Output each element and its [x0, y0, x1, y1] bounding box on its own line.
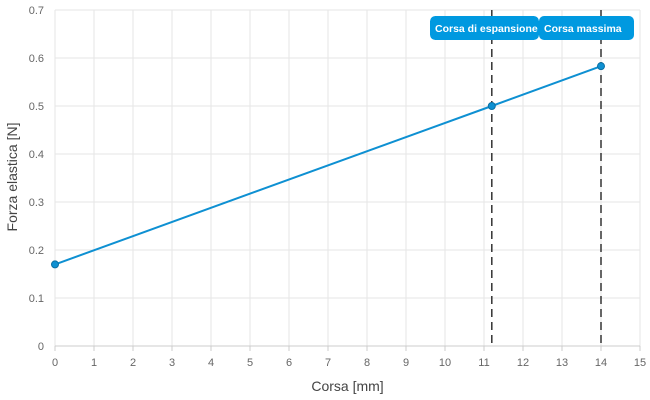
- grid: [54, 9, 641, 347]
- x-tick-label: 14: [595, 357, 607, 369]
- annotation-label-text: Corsa di espansione: [435, 23, 538, 35]
- series: [51, 62, 605, 269]
- x-tick-label: 0: [52, 357, 58, 369]
- x-tick-label: 15: [634, 357, 646, 369]
- annotation-label-text: Corsa massima: [544, 23, 622, 35]
- data-point: [51, 260, 59, 269]
- x-axis-title: Corsa [mm]: [311, 378, 383, 394]
- y-tick-label: 0.4: [29, 149, 44, 161]
- annotation-label-box: [430, 16, 539, 40]
- x-tick-label: 8: [364, 357, 370, 369]
- x-tick-label: 2: [130, 357, 136, 369]
- y-tick-labels: 0 0.1 0.2 0.3 0.4 0.5 0.6 0.7: [29, 5, 44, 353]
- y-tick-label: 0: [38, 341, 44, 353]
- x-tick-label: 11: [478, 357, 489, 369]
- x-tick-label: 5: [247, 357, 253, 369]
- annotation-label: Corsa di espansione: [430, 16, 539, 40]
- y-tick-label: 0.6: [29, 53, 44, 65]
- annotation-label: Corsa massima: [539, 16, 634, 40]
- y-tick-label: 0.1: [29, 293, 44, 305]
- x-tick-labels: 0 1 2 3 4 5 6 7 8 9 10 11 12 13 14 15: [52, 357, 646, 369]
- annotation-label-box: [539, 16, 634, 40]
- x-tick-label: 9: [403, 357, 409, 369]
- x-tick-label: 10: [439, 357, 451, 369]
- y-tick-label: 0.2: [29, 245, 44, 257]
- axes: [54, 345, 641, 351]
- x-tick-label: 4: [208, 357, 214, 369]
- y-tick-label: 0.3: [29, 197, 44, 209]
- x-tick-label: 3: [169, 357, 175, 369]
- x-tick-label: 1: [91, 357, 97, 369]
- x-tick-label: 7: [325, 357, 331, 369]
- y-tick-label: 0.5: [29, 101, 44, 113]
- data-point: [597, 62, 605, 71]
- y-tick-label: 0.7: [29, 5, 44, 17]
- x-tick-label: 13: [556, 357, 568, 369]
- y-axis-title: Forza elastica [N]: [4, 123, 20, 232]
- x-tick-label: 12: [517, 357, 529, 369]
- data-point: [487, 102, 496, 110]
- annotations: Corsa di espansione Corsa massima: [430, 10, 634, 346]
- x-tick-label: 6: [286, 357, 292, 369]
